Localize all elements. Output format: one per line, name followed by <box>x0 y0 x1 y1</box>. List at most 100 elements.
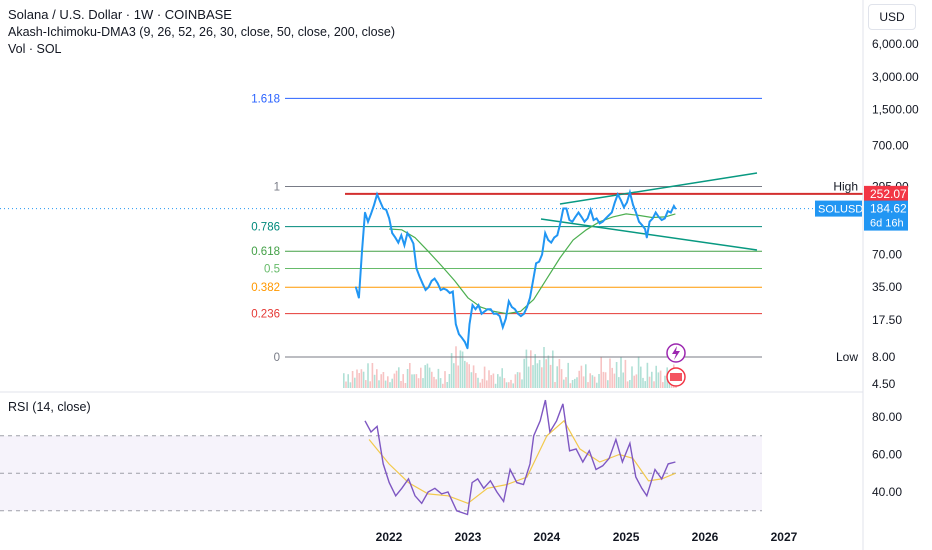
price-point <box>452 290 454 293</box>
price-point <box>547 239 549 241</box>
series-ma-line <box>389 213 676 315</box>
price-point <box>556 234 559 237</box>
price-pane[interactable]: 1.618 1 0.786 0.618 0.5 0.382 0.236 0 <box>0 93 863 388</box>
price-point <box>604 217 607 220</box>
price-point <box>580 216 583 218</box>
price-point <box>550 241 552 244</box>
rsi-legend[interactable]: RSI (14, close) <box>8 400 91 414</box>
price-point <box>583 220 586 223</box>
price-point <box>388 217 391 220</box>
price-point <box>436 282 439 285</box>
price-point <box>445 289 448 291</box>
price-point <box>626 201 628 204</box>
price-point <box>614 201 616 204</box>
price-point <box>532 280 534 282</box>
currency-button[interactable]: USD <box>868 4 916 30</box>
rsi-pane[interactable] <box>0 399 762 516</box>
price-point <box>644 228 646 230</box>
price-point <box>486 308 489 311</box>
last-price-tag <box>864 200 908 231</box>
symbol-tag <box>815 200 862 217</box>
resistance-tag-value: 252.07 <box>870 187 907 201</box>
time-tick-label: 2025 <box>613 530 640 544</box>
price-point <box>439 289 442 291</box>
price-point <box>651 217 654 220</box>
price-point <box>394 236 397 239</box>
price-tick-label: 4.50 <box>872 377 896 391</box>
series-rsi-ma-line <box>368 419 676 504</box>
price-point <box>511 306 513 308</box>
price-tick-label: 70.00 <box>872 247 902 261</box>
countdown-value: 6d 16h <box>870 218 904 230</box>
price-point <box>474 308 477 311</box>
price-point <box>355 286 357 289</box>
price-point <box>520 315 522 317</box>
price-point <box>505 317 507 320</box>
price-point <box>617 193 619 196</box>
fib-label-0.618: 0.618 <box>251 246 280 258</box>
price-point <box>620 199 622 202</box>
price-point <box>562 207 565 210</box>
price-point <box>632 204 634 206</box>
flag-icon <box>670 373 682 381</box>
price-point <box>638 220 640 223</box>
price-points <box>355 191 677 350</box>
fib-label-0.236: 0.236 <box>251 309 280 321</box>
low-value: 8.00 <box>872 350 896 364</box>
price-point <box>641 224 643 226</box>
fib-label-0: 0 <box>274 352 280 364</box>
price-point <box>498 315 501 317</box>
price-point <box>574 216 577 218</box>
price-point <box>421 282 424 285</box>
price-point <box>358 297 360 299</box>
chart-title[interactable]: Solana / U.S. Dollar · 1W · COINBASE <box>8 7 232 22</box>
price-point <box>660 219 663 221</box>
price-point <box>674 207 677 210</box>
price-point <box>424 289 427 291</box>
price-point <box>458 333 460 335</box>
price-point <box>480 312 483 315</box>
series-price-line <box>354 188 677 349</box>
price-point <box>646 236 648 239</box>
price-point <box>595 217 598 220</box>
price-point <box>385 209 388 211</box>
price-point <box>364 211 366 214</box>
price-point <box>430 280 433 282</box>
price-point <box>406 232 409 234</box>
price-point <box>544 232 546 234</box>
price-point <box>601 220 604 223</box>
price-tick-label: 35.00 <box>872 280 902 294</box>
price-point <box>464 341 466 343</box>
price-point <box>455 323 457 326</box>
fib-label-0.5: 0.5 <box>264 264 280 276</box>
fib-label-1.618: 1.618 <box>251 93 280 105</box>
price-point <box>553 236 555 239</box>
price-point <box>589 209 592 211</box>
price-point <box>673 205 675 207</box>
price-point <box>492 312 495 315</box>
time-tick-label: 2026 <box>692 530 719 544</box>
volume-legend[interactable]: Vol · SOL <box>8 42 62 56</box>
price-point <box>657 216 660 218</box>
price-point <box>427 286 430 289</box>
price-point <box>502 326 504 329</box>
price-point <box>667 210 669 212</box>
price-point <box>535 262 537 265</box>
indicator-legend[interactable]: Akash-Ichimoku-DMA3 (9, 26, 52, 26, 30, … <box>8 25 395 39</box>
price-point <box>592 219 595 221</box>
price-point <box>517 312 519 315</box>
price-point <box>489 308 492 311</box>
price-point <box>442 287 445 290</box>
last-price-value: 184.62 <box>870 202 907 216</box>
price-point <box>415 267 418 270</box>
time-tick-label: 2024 <box>534 530 561 544</box>
rsi-tick-label: 60.00 <box>872 448 902 462</box>
price-point <box>418 275 421 278</box>
price-point <box>461 337 463 339</box>
symbol-tag-label: SOLUSD <box>818 204 863 216</box>
price-point <box>538 260 540 263</box>
price-point <box>495 312 498 315</box>
price-point <box>449 292 451 294</box>
